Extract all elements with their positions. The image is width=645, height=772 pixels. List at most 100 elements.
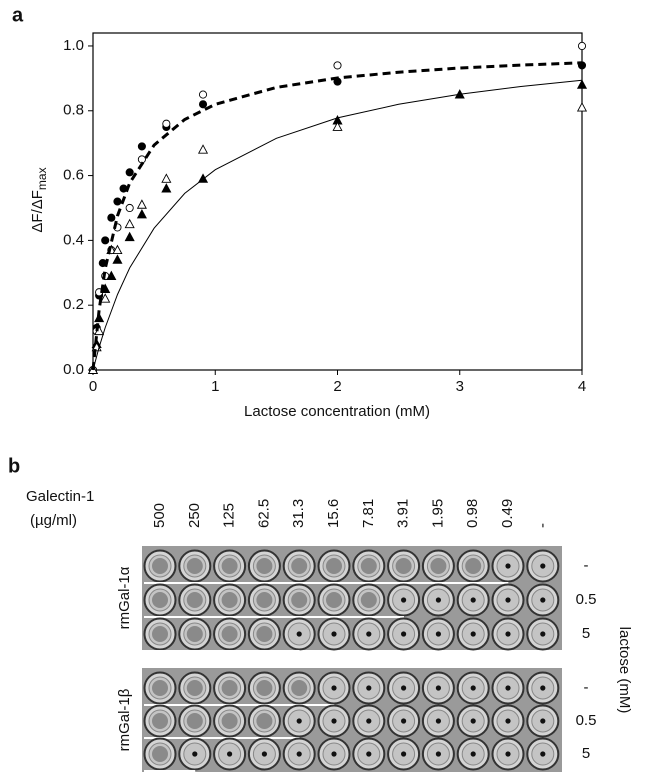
well-button bbox=[435, 685, 441, 691]
panel-label: b bbox=[8, 455, 20, 477]
well-mat bbox=[152, 713, 168, 729]
well-mat bbox=[326, 592, 342, 608]
point bbox=[332, 121, 343, 131]
well-button bbox=[296, 718, 302, 724]
point bbox=[107, 213, 116, 222]
point bbox=[161, 173, 172, 183]
well-mat bbox=[256, 680, 273, 696]
y-axis-label-main: ΔF/ΔF bbox=[29, 190, 46, 233]
well-button bbox=[540, 685, 546, 691]
well-mat bbox=[221, 558, 238, 574]
x-axis-label: Lactose concentration (mM) bbox=[244, 403, 430, 420]
well-mat bbox=[360, 592, 377, 608]
point bbox=[333, 61, 342, 70]
well-mat bbox=[291, 592, 308, 608]
y-tick-label: 1.0 bbox=[63, 37, 84, 54]
well-button bbox=[505, 631, 511, 637]
well-button bbox=[435, 718, 441, 724]
point bbox=[125, 168, 134, 177]
lactose-label: 0.5 bbox=[576, 591, 597, 608]
well-mat bbox=[221, 680, 238, 696]
well-button bbox=[540, 597, 546, 603]
well-mat bbox=[221, 713, 238, 729]
y-axis-label: ΔF/ΔFmax bbox=[29, 167, 49, 232]
panel-label: a bbox=[12, 4, 24, 26]
well-mat bbox=[256, 592, 273, 608]
concentration-label: 0.49 bbox=[499, 499, 516, 528]
well-mat bbox=[186, 592, 203, 608]
lactose-label: 5 bbox=[582, 625, 590, 642]
point bbox=[136, 199, 147, 209]
concentration-label: 500 bbox=[151, 503, 168, 528]
well-button bbox=[366, 631, 372, 637]
x-tick-label: 3 bbox=[456, 378, 464, 395]
point bbox=[137, 142, 146, 151]
point bbox=[161, 183, 172, 193]
y-tick-label: 0.2 bbox=[63, 296, 84, 313]
x-tick-label: 0 bbox=[89, 378, 97, 395]
well-button bbox=[366, 718, 372, 724]
concentration-label: 1.95 bbox=[429, 499, 446, 528]
y-axis-label-sub: max bbox=[35, 167, 49, 190]
concentration-label: 125 bbox=[221, 503, 238, 528]
point bbox=[100, 293, 111, 303]
well-button bbox=[227, 751, 233, 757]
point bbox=[198, 100, 208, 109]
concentration-label: - bbox=[534, 523, 551, 528]
well-button bbox=[331, 631, 337, 637]
well-mat bbox=[152, 558, 168, 574]
concentration-label: 0.98 bbox=[464, 499, 481, 528]
x-tick-label: 2 bbox=[333, 378, 341, 395]
well-button bbox=[435, 751, 441, 757]
well-button bbox=[435, 631, 441, 637]
well-button bbox=[401, 631, 407, 637]
point bbox=[125, 203, 134, 213]
well-mat bbox=[430, 558, 447, 574]
well-mat bbox=[221, 626, 238, 642]
point bbox=[577, 41, 587, 51]
well-mat bbox=[186, 713, 203, 729]
point bbox=[113, 197, 122, 206]
well-button bbox=[296, 631, 302, 637]
well-button bbox=[435, 597, 441, 603]
well-button bbox=[401, 597, 407, 603]
concentration-label: 62.5 bbox=[255, 499, 272, 528]
well-button bbox=[366, 751, 372, 757]
well-button bbox=[540, 718, 546, 724]
well-mat bbox=[152, 680, 168, 696]
well-mat bbox=[152, 746, 168, 762]
well-button bbox=[261, 751, 267, 757]
well-button bbox=[401, 718, 407, 724]
point bbox=[112, 254, 123, 264]
concentration-label: 7.81 bbox=[360, 499, 377, 528]
lactose-label: 0.5 bbox=[576, 712, 597, 729]
group-label: rmGal-1α bbox=[116, 566, 133, 629]
well-button bbox=[331, 751, 337, 757]
lactose-label: - bbox=[584, 679, 589, 696]
well-mat bbox=[256, 558, 273, 574]
point bbox=[106, 270, 117, 280]
concentration-label: 3.91 bbox=[395, 499, 412, 528]
fit-curve bbox=[92, 79, 583, 371]
well-button bbox=[470, 718, 476, 724]
well-mat bbox=[256, 626, 273, 642]
point bbox=[101, 236, 110, 245]
well-button bbox=[505, 718, 511, 724]
y-tick-label: 0.6 bbox=[63, 167, 84, 184]
well-button bbox=[470, 685, 476, 691]
well-button bbox=[401, 751, 407, 757]
well-mat bbox=[291, 558, 308, 574]
lactose-axis-label: lactose (mM) bbox=[616, 627, 633, 714]
well-button bbox=[470, 597, 476, 603]
lactose-label: 5 bbox=[582, 745, 590, 762]
group-label: rmGal-1β bbox=[116, 688, 133, 751]
galectin-unit: (µg/ml) bbox=[30, 512, 77, 529]
well-button bbox=[540, 751, 546, 757]
point bbox=[197, 144, 209, 154]
point bbox=[576, 79, 588, 89]
y-tick-label: 0.8 bbox=[63, 102, 84, 119]
well-mat bbox=[465, 558, 482, 574]
well-button bbox=[192, 751, 198, 757]
well-button bbox=[470, 751, 476, 757]
